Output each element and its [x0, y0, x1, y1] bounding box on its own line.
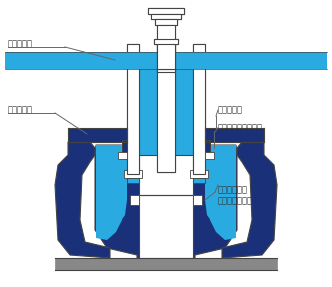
Bar [157, 52, 175, 69]
Bar [157, 52, 175, 69]
Bar [68, 128, 127, 142]
Bar [155, 19, 177, 25]
Bar [139, 52, 157, 132]
Bar [190, 170, 208, 178]
Bar [157, 44, 175, 172]
Bar [157, 25, 175, 40]
Bar [155, 19, 177, 25]
Bar [118, 152, 127, 159]
Bar [205, 128, 264, 142]
Bar [130, 195, 139, 205]
Text: リングダム: リングダム [218, 106, 243, 115]
Bar [148, 8, 184, 14]
Bar [151, 14, 181, 19]
Bar [193, 44, 205, 164]
Polygon shape [210, 148, 236, 240]
Text: リングダム・ナット: リングダム・ナット [218, 123, 263, 133]
Bar [5, 52, 327, 69]
Polygon shape [96, 148, 122, 240]
Bar [151, 14, 181, 19]
Bar [154, 39, 178, 44]
Bar [139, 148, 193, 258]
Bar [122, 140, 137, 156]
Polygon shape [222, 142, 277, 258]
Text: 軽液流出口: 軽液流出口 [8, 40, 33, 49]
Bar [193, 195, 202, 205]
Bar [157, 44, 175, 72]
Bar [175, 52, 193, 132]
Bar [205, 128, 264, 142]
Bar [68, 128, 127, 142]
Bar [195, 140, 210, 156]
Bar [127, 44, 139, 174]
Bar [139, 69, 193, 269]
Text: 重液流出口: 重液流出口 [8, 106, 33, 115]
Polygon shape [205, 145, 236, 230]
Polygon shape [55, 142, 110, 258]
Bar [154, 39, 178, 44]
Bar [55, 258, 277, 270]
Bar [127, 44, 139, 164]
Bar [193, 178, 205, 183]
Bar [157, 25, 175, 69]
Polygon shape [95, 145, 237, 258]
Text: インサイド・
ダム・ディスク: インサイド・ ダム・ディスク [218, 185, 253, 206]
Bar [159, 46, 173, 172]
Bar [205, 152, 214, 159]
Polygon shape [96, 145, 127, 230]
Bar [124, 170, 142, 178]
Bar [5, 52, 327, 69]
Bar [5, 52, 157, 69]
Bar [139, 195, 193, 258]
Bar [139, 155, 193, 255]
Bar [193, 44, 205, 174]
Bar [175, 52, 327, 69]
Bar [148, 8, 184, 14]
Bar [157, 44, 175, 172]
Bar [127, 178, 139, 183]
